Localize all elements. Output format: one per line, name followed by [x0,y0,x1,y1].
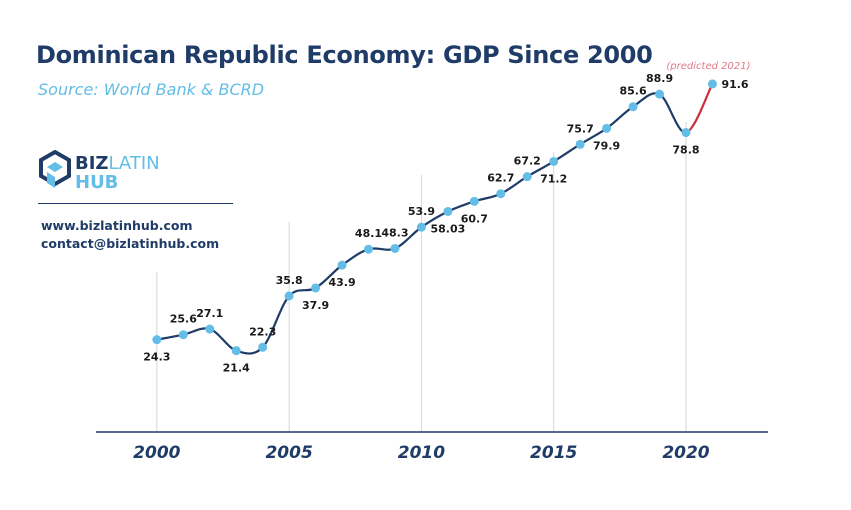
data-label-2016: 75.7 [567,122,594,135]
data-label-2014: 67.2 [514,155,541,168]
data-label-2020: 78.8 [672,144,699,157]
data-label-2018: 85.6 [620,85,647,98]
data-point-2006 [311,283,321,293]
data-label-2011: 58.03 [430,222,465,235]
data-label-2013: 62.7 [487,172,514,185]
x-tick-label-2000: 2000 [133,443,180,463]
logo-text-biz: BIZ [75,153,108,174]
hexagon-logo-icon [39,150,71,188]
data-label-2012: 60.7 [461,212,488,225]
x-tick-label-2010: 2010 [398,443,445,463]
chart-title: Dominican Republic Economy: GDP Since 20… [36,41,653,69]
data-label-2008: 48.1 [355,227,382,240]
data-point-2002 [205,324,215,334]
data-label-2015: 71.2 [540,172,567,185]
data-label-2019: 88.9 [646,72,673,85]
data-point-2020 [681,128,691,138]
predicted-series-line [685,83,714,134]
x-tick-label-2020: 2020 [662,443,709,463]
x-tick-labels: 2000 2005 2010 2015 2020 [133,443,710,463]
data-point-2012 [469,196,479,206]
data-points [152,79,717,356]
data-label-2003: 21.4 [223,362,250,375]
logo-text-latin: LATIN [108,153,159,174]
data-point-2014 [522,172,532,182]
data-label-2001: 25.6 [170,313,197,326]
data-label-2006: 37.9 [302,299,329,312]
data-point-2017 [602,123,612,133]
data-point-2003 [231,346,241,356]
data-point-2004 [258,342,268,352]
data-point-2013 [496,189,506,199]
data-point-2021 [707,79,717,89]
data-point-2018 [628,102,638,112]
x-tick-label-2015: 2015 [530,443,577,463]
data-point-2016 [575,139,585,149]
data-label-2021: 91.6 [721,78,748,91]
data-point-2001 [178,330,188,340]
data-point-2008 [364,244,374,254]
data-point-2015 [549,156,559,166]
chart-subtitle: Source: World Bank & BCRD [38,80,265,99]
logo-text-hub: HUB [75,172,118,193]
predicted-note: (predicted 2021) [666,61,750,72]
data-point-2019 [655,89,665,99]
divider-line [38,203,233,204]
data-point-2000 [152,335,162,345]
data-label-2005: 35.8 [276,274,303,287]
data-label-2017: 79.9 [593,139,620,152]
data-point-2011 [443,206,453,216]
data-point-2005 [284,291,294,301]
data-label-2002: 27.1 [196,307,223,320]
data-label-2000: 24.3 [143,351,170,364]
x-tick-label-2005: 2005 [265,443,312,463]
svg-text:BIZLATIN: BIZLATIN [75,153,160,174]
data-point-2007 [337,260,347,270]
gridlines [156,122,687,432]
email-link[interactable]: contact@bizlatinhub.com [41,236,220,251]
website-link[interactable]: www.bizlatinhub.com [41,218,193,233]
data-label-2004: 22.3 [249,325,276,338]
data-label-2009: 48.3 [381,226,408,239]
data-labels: 24.3 25.6 27.1 21.4 22.3 35.8 37.9 43.9 48.1 48.3… [143,72,749,375]
data-label-2007: 43.9 [328,276,355,289]
bizlatinhub-logo: BIZLATIN HUB [39,150,160,193]
data-label-2010: 53.9 [408,205,435,218]
data-point-2009 [390,243,400,253]
data-point-2010 [416,222,426,232]
